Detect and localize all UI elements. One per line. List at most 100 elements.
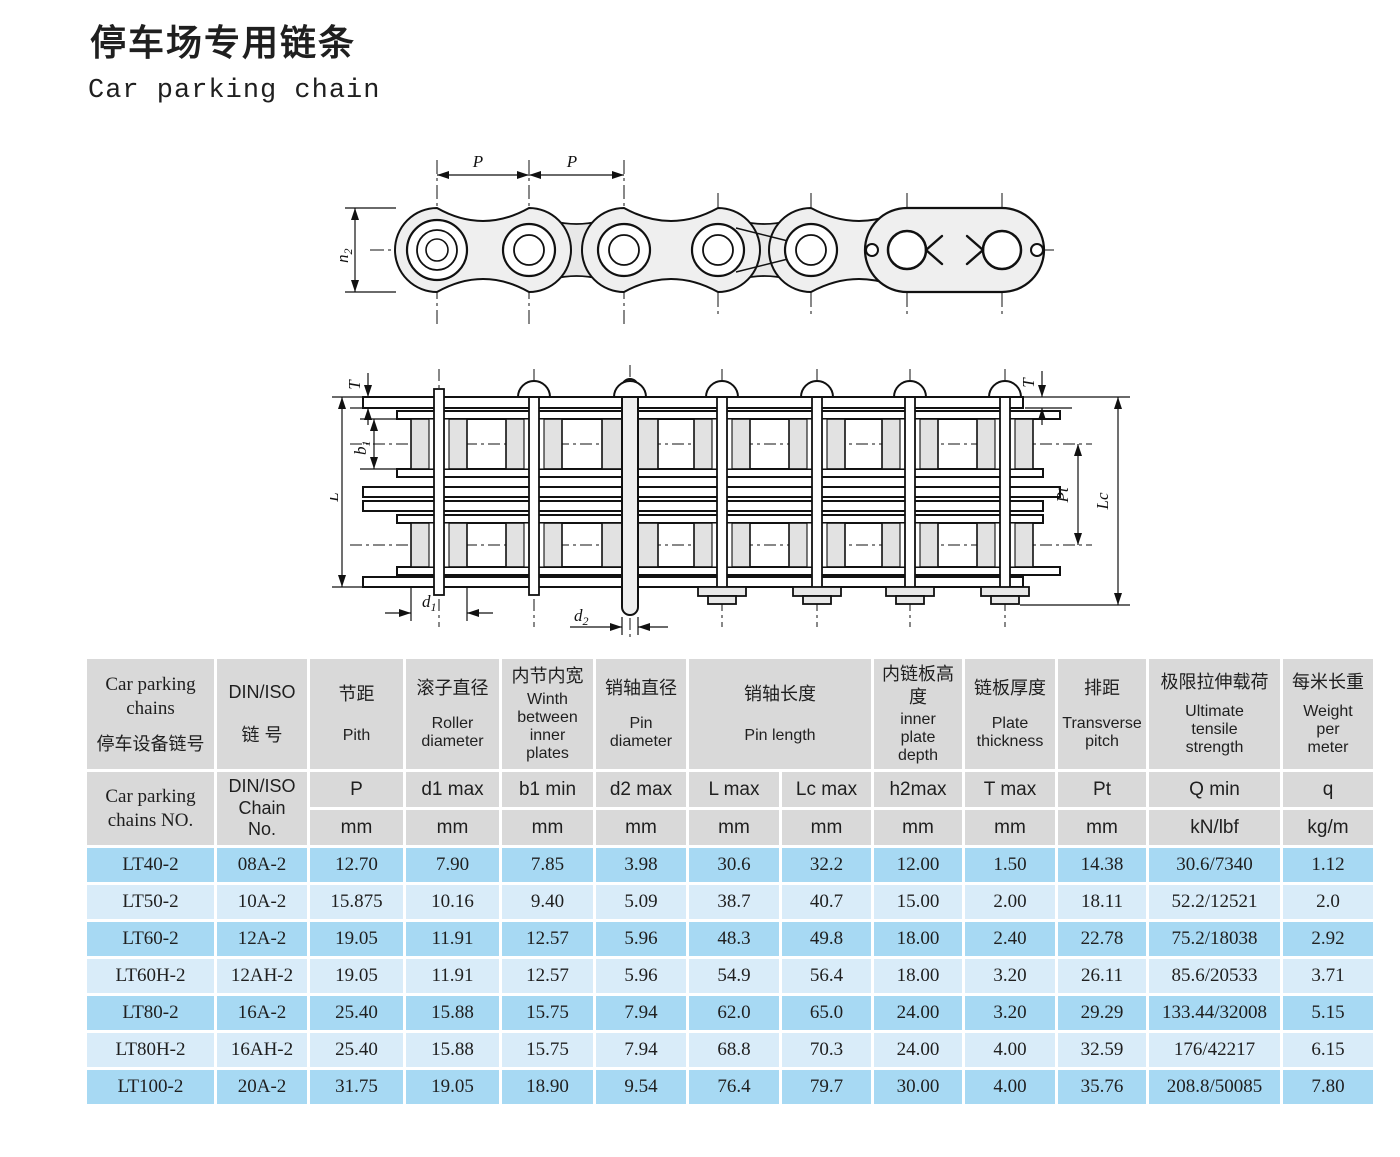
cell: 2.92	[1283, 922, 1373, 956]
header-en: Pin length	[744, 727, 816, 745]
col-header-roller-diameter: 滚子直径 Roller diameter	[406, 659, 499, 769]
cell: 12.57	[502, 959, 593, 993]
cell: 22.78	[1058, 922, 1146, 956]
cell: 56.4	[782, 959, 871, 993]
cell: 11.91	[406, 959, 499, 993]
cell: LT100-2	[87, 1070, 214, 1104]
cell: 25.40	[310, 996, 403, 1030]
cell: 49.8	[782, 922, 871, 956]
table-row: LT40-2 08A-2 12.70 7.90 7.85 3.98 30.6 32.2 12.0…	[87, 848, 1373, 882]
header-group-row: Car parking chains 停车设备链号 DIN/ISO 链 号 节距 Pi…	[87, 659, 1373, 769]
dim-label-p1: P	[472, 152, 483, 171]
header-en: Transverse pitch	[1062, 715, 1142, 751]
unit-cell: kg/m	[1283, 810, 1373, 845]
offset-link-taper	[735, 227, 793, 273]
cell: 3.98	[596, 848, 686, 882]
header-zh: 内链板高度	[882, 664, 954, 707]
cell: 25.40	[310, 1033, 403, 1067]
symbol-h2-max: h2max	[874, 772, 962, 807]
cell: 2.00	[965, 885, 1055, 919]
table-row: LT60-2 12A-2 19.05 11.91 12.57 5.96 48.3 49.8 18…	[87, 922, 1373, 956]
cell: 7.85	[502, 848, 593, 882]
unit-cell: mm	[689, 810, 779, 845]
cell: 30.00	[874, 1070, 962, 1104]
dim-t-right	[1025, 371, 1072, 425]
col-header-pitch: 节距 Pith	[310, 659, 403, 769]
cell: 65.0	[782, 996, 871, 1030]
dim-pt	[1074, 444, 1082, 545]
symbol-p: P	[310, 772, 403, 807]
cell: 19.05	[310, 922, 403, 956]
symbol-q: q	[1283, 772, 1373, 807]
dim-label-t-right: T	[1019, 377, 1038, 388]
cell: 26.11	[1058, 959, 1146, 993]
long-connecting-pin	[621, 378, 639, 616]
header-zh: 滚子直径	[416, 677, 489, 698]
dim-d1	[385, 587, 493, 621]
header-zh: 内节内宽	[511, 665, 584, 686]
unit-cell: mm	[965, 810, 1055, 845]
cell: 15.00	[874, 885, 962, 919]
cell: 32.59	[1058, 1033, 1146, 1067]
header-zh: 链 号	[241, 724, 283, 745]
cell: 19.05	[406, 1070, 499, 1104]
pins	[433, 378, 1011, 616]
cell: 15.88	[406, 1033, 499, 1067]
symbol-b1-min: b1 min	[502, 772, 593, 807]
col-header-inner-plate-depth: 内链板高度 inner plate depth	[874, 659, 962, 769]
dim-label-d2: d2	[574, 606, 589, 628]
table-row: LT80-2 16A-2 25.40 15.88 15.75 7.94 62.0 65.0 24…	[87, 996, 1373, 1030]
dim-label-t-left: T	[345, 379, 364, 390]
symbol-d2-max: d2 max	[596, 772, 686, 807]
unit-cell: mm	[1058, 810, 1146, 845]
cell: 7.94	[596, 996, 686, 1030]
symbol-l-max: L max	[689, 772, 779, 807]
header-zh: 每米长重	[1292, 671, 1364, 692]
dim-label-p2: P	[566, 152, 577, 171]
chain-plan-view-drawing: T L b1 d1 d2 T Pt Lc	[330, 365, 1130, 639]
cell: 4.00	[965, 1070, 1055, 1104]
unit-cell: kN/lbf	[1149, 810, 1280, 845]
cell: 15.88	[406, 996, 499, 1030]
header-zh: 排距	[1084, 677, 1120, 698]
header-en: Pin diameter	[609, 715, 673, 751]
cell: 12AH-2	[217, 959, 307, 993]
unit-cell: mm	[782, 810, 871, 845]
cell: 5.15	[1283, 996, 1373, 1030]
dim-b1	[360, 418, 397, 470]
cell: 18.00	[874, 959, 962, 993]
header-symbol-row: Car parking chains NO. DIN/ISO Chain No.…	[87, 772, 1373, 845]
cell: 35.76	[1058, 1070, 1146, 1104]
cell: 176/42217	[1149, 1033, 1280, 1067]
header-zh: 停车设备链号	[96, 733, 205, 754]
cell: 3.20	[965, 959, 1055, 993]
cell: 76.4	[689, 1070, 779, 1104]
col-subheader-din: DIN/ISO Chain No.	[217, 772, 307, 845]
cell: 6.15	[1283, 1033, 1373, 1067]
dim-h2	[345, 207, 396, 293]
table-row: LT60H-2 12AH-2 19.05 11.91 12.57 5.96 54.9 56.4…	[87, 959, 1373, 993]
unit-cell: mm	[502, 810, 593, 845]
dim-label-l: L	[330, 492, 342, 502]
col-header-weight: 每米长重 Weight per meter	[1283, 659, 1373, 769]
cell: 12.70	[310, 848, 403, 882]
page-title-en: Car parking chain	[88, 76, 381, 106]
cell: 24.00	[874, 996, 962, 1030]
cell: 1.12	[1283, 848, 1373, 882]
cell: 30.6	[689, 848, 779, 882]
table-row: LT100-2 20A-2 31.75 19.05 18.90 9.54 76.4 79.7 3…	[87, 1070, 1373, 1104]
col-header-tensile-strength: 极限拉伸载荷 Ultimate tensile strength	[1149, 659, 1280, 769]
header-zh: 节距	[338, 683, 375, 704]
cell: 16AH-2	[217, 1033, 307, 1067]
cell: 29.29	[1058, 996, 1146, 1030]
cell: 75.2/18038	[1149, 922, 1280, 956]
rivet-domes	[516, 380, 1023, 398]
cotter-pins	[865, 234, 1044, 266]
cell: 7.94	[596, 1033, 686, 1067]
chain-side-view-drawing: P P h2	[340, 152, 1054, 328]
cell: 12A-2	[217, 922, 307, 956]
cell: 79.7	[782, 1070, 871, 1104]
cell: 20A-2	[217, 1070, 307, 1104]
cell: 38.7	[689, 885, 779, 919]
cell: 10A-2	[217, 885, 307, 919]
